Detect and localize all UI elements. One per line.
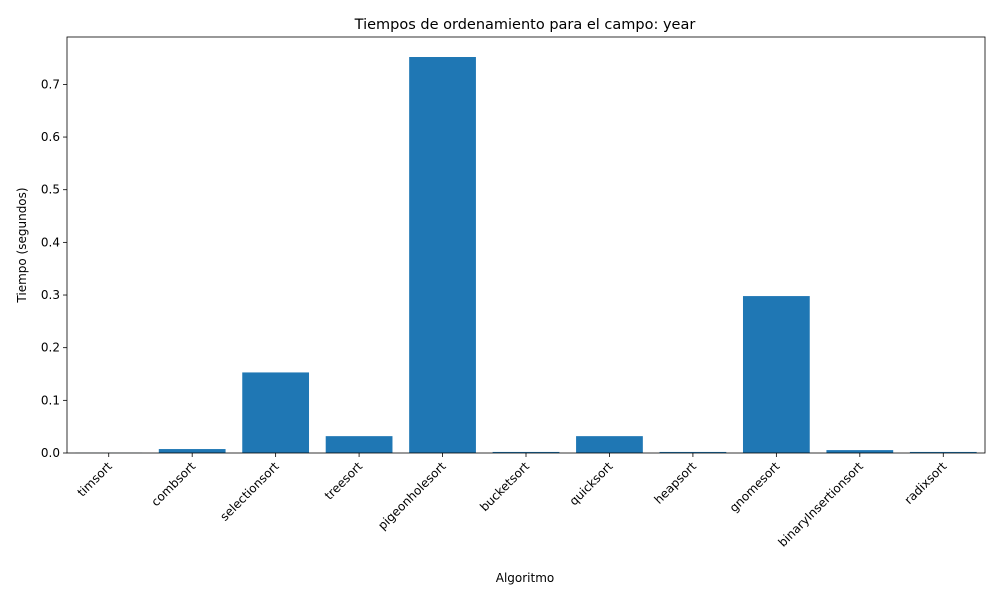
bar-radixsort (909, 451, 977, 453)
y-tick-label: 0.5 (41, 183, 60, 197)
bars-group (75, 57, 977, 453)
y-tick-label: 0.1 (41, 393, 60, 407)
plot-frame (66, 36, 986, 454)
chart-title: Tiempos de ordenamiento para el campo: y… (354, 17, 696, 33)
y-tick-label: 0.4 (41, 235, 60, 249)
bar-gnomesort (742, 296, 810, 453)
y-tick-label: 0.2 (41, 341, 60, 355)
bar-bucketsort (492, 451, 560, 453)
y-axis-label: Tiempo (segundos) (15, 187, 29, 303)
bar-combsort (158, 449, 226, 453)
y-tick-label: 0.7 (41, 77, 60, 91)
bar-quicksort (576, 436, 643, 453)
y-tick-label: 0.3 (41, 288, 60, 302)
bar-pigeonholesort (409, 57, 476, 453)
bar-heapsort (659, 451, 727, 453)
bar-selectionsort (242, 372, 310, 453)
x-axis-label: Algoritmo (496, 571, 555, 585)
y-axis-ticks: 0.0 0.1 0.2 0.3 0.4 0.5 0.6 0.7 (41, 77, 67, 460)
y-tick-label: 0.0 (41, 446, 60, 460)
y-tick-label: 0.6 (41, 130, 60, 144)
bar-binaryInsertionsort (826, 450, 894, 453)
bar-treesort (325, 436, 393, 453)
